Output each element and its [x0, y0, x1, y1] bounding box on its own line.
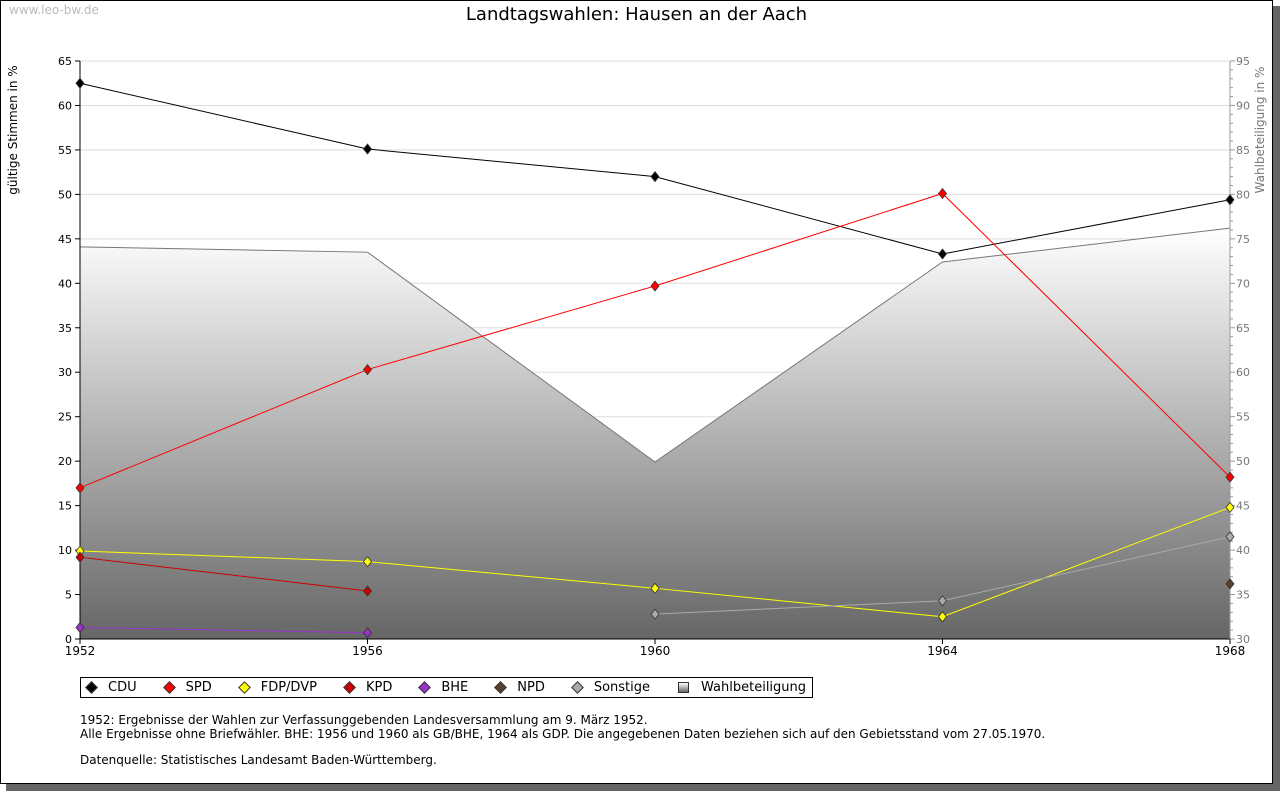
- turnout-line: [79, 227, 1231, 463]
- series-line-kpd: [79, 556, 368, 592]
- y-tick-label: 0: [65, 633, 72, 646]
- frame-shadow: [6, 784, 1280, 791]
- y-axis-label: gültige Stimmen in %: [6, 65, 20, 194]
- y-tick-label: 20: [58, 455, 72, 468]
- data-point-cdu: [650, 170, 660, 183]
- data-point-cdu: [1225, 194, 1235, 206]
- chart-title: Landtagswahlen: Hausen an der Aach: [465, 4, 808, 25]
- y2-tick-label: 85: [1236, 144, 1250, 157]
- legend-marker-icon: [570, 681, 584, 694]
- y2-tick-label: 45: [1236, 500, 1250, 513]
- y2-tick-label: 70: [1236, 277, 1250, 290]
- series-line-cdu: [79, 82, 1231, 255]
- legend-label: NPD: [517, 680, 545, 695]
- legend-marker-icon: [162, 681, 176, 694]
- data-point-bhe: [362, 627, 373, 639]
- legend-label: FDP/DVP: [260, 680, 317, 695]
- legend-item: Sonstige: [570, 680, 651, 695]
- legend-label: KPD: [365, 680, 393, 695]
- y2-axis-label: Wahlbeteiligung in %: [1253, 67, 1267, 194]
- y-tick-label: 55: [58, 144, 72, 157]
- frame-shadow: [1273, 6, 1280, 791]
- legend-label: SPD: [185, 680, 212, 695]
- data-point-spd: [1225, 471, 1235, 483]
- legend-marker-icon: [678, 682, 690, 693]
- legend-label: Sonstige: [593, 680, 651, 695]
- x-tick-label: 1960: [640, 644, 671, 658]
- data-point-sonstige: [650, 608, 660, 620]
- legend-item: SPD: [162, 680, 212, 695]
- data-point-spd: [650, 280, 660, 292]
- legend-item: FDP/DVP: [237, 680, 317, 695]
- y-tick-label: 45: [58, 233, 72, 246]
- y2-tick-label: 35: [1236, 589, 1250, 602]
- series-line-bhe: [79, 626, 368, 634]
- legend-marker-icon: [494, 681, 508, 694]
- x-tick-label: 1956: [352, 644, 383, 658]
- y2-tick-label: 55: [1236, 411, 1250, 424]
- legend-item: CDU: [85, 680, 137, 695]
- data-point-cdu: [362, 143, 373, 155]
- legend-marker-icon: [343, 681, 356, 694]
- data-point-bhe: [75, 621, 85, 634]
- data-point-kpd: [362, 585, 373, 597]
- data-point-npd: [1225, 578, 1235, 590]
- y-tick-label: 60: [58, 99, 72, 112]
- y2-tick-label: 65: [1236, 322, 1250, 335]
- legend-label: Wahlbeteiligung: [701, 680, 807, 695]
- data-point-kpd: [75, 551, 85, 563]
- data-point-fdpdvp: [1225, 501, 1235, 514]
- legend-label: BHE: [441, 680, 469, 695]
- note-2: Alle Ergebnisse ohne Briefwähler. BHE: 1…: [80, 727, 1046, 741]
- legend-marker-icon: [85, 681, 98, 694]
- x-tick-label: 1968: [1215, 644, 1246, 658]
- note-1: 1952: Ergebnisse der Wahlen zur Verfassu…: [80, 713, 648, 727]
- y-tick-label: 40: [58, 277, 72, 290]
- y-tick-label: 50: [58, 188, 72, 201]
- legend-marker-icon: [237, 681, 251, 694]
- y-tick-label: 10: [58, 544, 72, 557]
- x-tick-label: 1952: [65, 644, 96, 658]
- y-tick-label: 15: [58, 500, 72, 513]
- legend-item: Wahlbeteiligung: [678, 680, 806, 695]
- data-point-cdu: [75, 77, 85, 89]
- data-source: Datenquelle: Statistisches Landesamt Bad…: [80, 753, 437, 767]
- x-tick-label: 1964: [927, 644, 958, 658]
- y-tick-label: 30: [58, 366, 72, 379]
- y-tick-label: 5: [65, 589, 72, 602]
- legend-item: NPD: [494, 680, 545, 695]
- legend: CDU SPD FDP/DVP KPD BHE NPD Sonstige Wahlbeteil…: [80, 677, 814, 698]
- y2-tick-label: 75: [1236, 233, 1250, 246]
- data-point-fdpdvp: [650, 582, 660, 594]
- legend-item: KPD: [343, 680, 393, 695]
- y-tick-label: 65: [58, 55, 72, 68]
- turnout-area: [80, 228, 1230, 639]
- y2-tick-label: 80: [1236, 188, 1250, 201]
- legend-marker-icon: [418, 681, 432, 694]
- y2-tick-label: 90: [1236, 99, 1250, 112]
- data-point-spd: [75, 482, 85, 494]
- data-point-spd: [937, 187, 948, 200]
- y2-tick-label: 30: [1236, 633, 1250, 646]
- data-point-fdpdvp: [937, 611, 948, 623]
- data-point-sonstige: [937, 595, 948, 607]
- data-point-fdpdvp: [362, 555, 373, 568]
- data-point-cdu: [937, 248, 948, 260]
- y-tick-label: 35: [58, 322, 72, 335]
- data-point-sonstige: [1225, 531, 1235, 543]
- y-tick-label: 25: [58, 411, 72, 424]
- y2-tick-label: 60: [1236, 366, 1250, 379]
- y2-tick-label: 50: [1236, 455, 1250, 468]
- legend-item: BHE: [418, 680, 469, 695]
- watermark: www.leo-bw.de: [9, 3, 99, 17]
- y2-tick-label: 95: [1236, 55, 1250, 68]
- y2-tick-label: 40: [1236, 544, 1250, 557]
- legend-label: CDU: [108, 680, 137, 695]
- data-point-spd: [362, 363, 373, 376]
